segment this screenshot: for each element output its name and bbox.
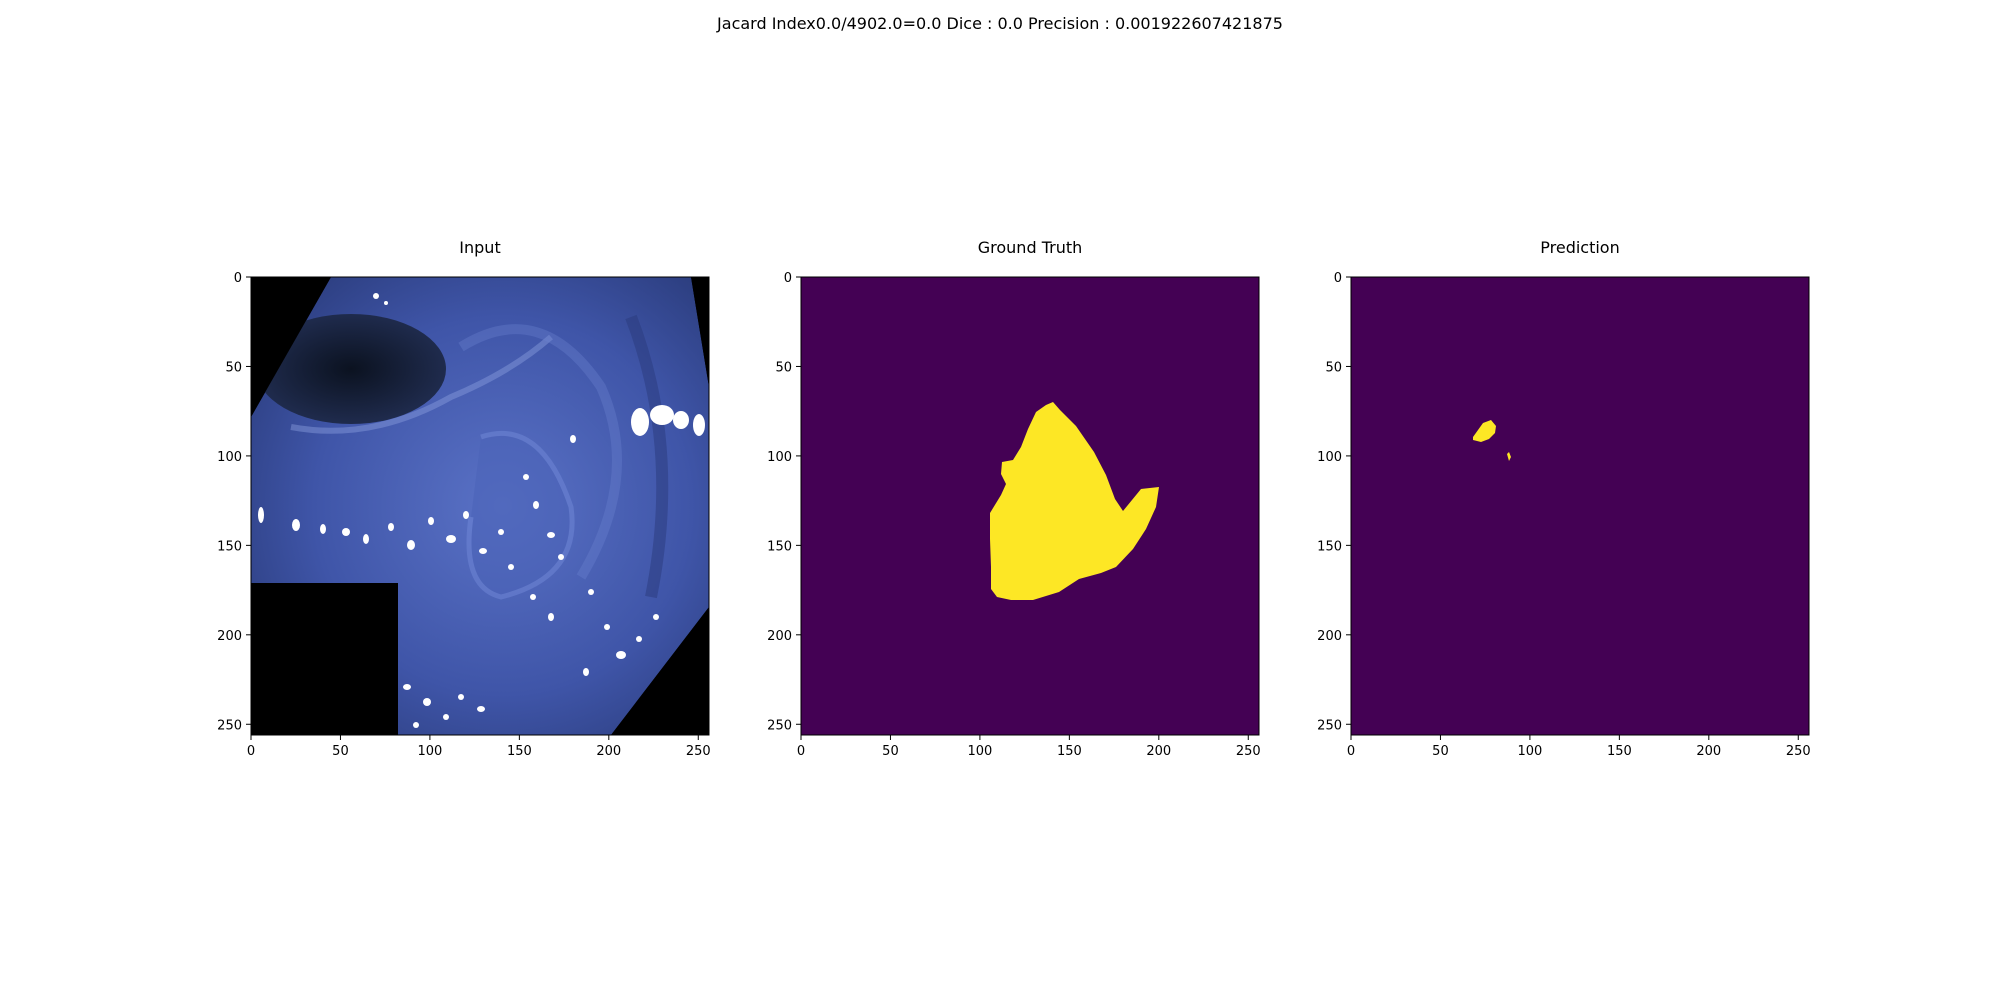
y-tick-label: 200: [217, 629, 242, 644]
y-tick-label: 50: [1325, 360, 1342, 375]
y-tick-label: 200: [1317, 629, 1342, 644]
x-tick-label: 200: [1146, 744, 1171, 759]
x-tick-label: 50: [332, 744, 349, 759]
y-tick-label: 0: [784, 271, 792, 286]
input-image-axes: 0 50 100 150 200 250 0 50 100 150 200 250: [217, 271, 711, 759]
x-tick-label: 150: [1607, 744, 1632, 759]
prediction-axes-frame: [1350, 276, 1810, 736]
x-tick-label: 250: [1236, 744, 1261, 759]
x-tick-label: 250: [1786, 744, 1811, 759]
x-tick-label: 100: [967, 744, 992, 759]
y-tick-label: 0: [1334, 271, 1342, 286]
x-tick-label: 50: [1432, 744, 1449, 759]
x-tick-label: 150: [1057, 744, 1082, 759]
prediction-panel-title: Prediction: [1540, 238, 1620, 257]
y-tick-label: 250: [217, 718, 242, 733]
x-tick-label: 150: [507, 744, 532, 759]
prediction-blob-main: [1473, 420, 1496, 442]
y-tick-label: 200: [767, 629, 792, 644]
y-tick-label: 150: [217, 539, 242, 554]
ground-truth-polyp-region: [990, 402, 1159, 600]
x-tick-label: 200: [1696, 744, 1721, 759]
y-tick-label: 250: [767, 718, 792, 733]
input-axes-frame: [250, 276, 710, 736]
x-tick-label: 0: [1347, 744, 1355, 759]
input-panel: Input: [217, 238, 711, 759]
prediction-axes: 0 50 100 150 200 250 0 50 100 150 200 250: [1317, 271, 1811, 759]
y-tick-label: 250: [1317, 718, 1342, 733]
x-tick-label: 0: [797, 744, 805, 759]
x-tick-label: 100: [1517, 744, 1542, 759]
ground-truth-panel-title: Ground Truth: [977, 238, 1083, 257]
prediction-blob-small: [1507, 452, 1511, 461]
y-tick-label: 150: [767, 539, 792, 554]
y-tick-label: 150: [1317, 539, 1342, 554]
y-tick-label: 100: [1317, 450, 1342, 465]
y-tick-label: 0: [234, 271, 242, 286]
y-tick-label: 100: [767, 450, 792, 465]
ground-truth-axes: 0 50 100 150 200 250 0 50 100 150 200 250: [767, 271, 1261, 759]
x-tick-label: 250: [686, 744, 711, 759]
y-tick-label: 50: [775, 360, 792, 375]
figure-suptitle: Jacard Index0.0/4902.0=0.0 Dice : 0.0 Pr…: [717, 14, 1283, 33]
specular-highlights: [258, 293, 705, 728]
prediction-panel: Prediction 0 50 100 150 200 250 0 50 100 150 200 2…: [1317, 238, 1811, 759]
x-tick-label: 200: [596, 744, 621, 759]
ground-truth-panel: Ground Truth 0 50 100 150 200 250 0 50 100 150 20…: [767, 238, 1261, 759]
masked-out-region: [251, 583, 398, 735]
ground-truth-axes-frame: [800, 276, 1260, 736]
y-tick-label: 50: [225, 360, 242, 375]
prediction-mask-background: [1351, 277, 1809, 735]
x-tick-label: 100: [417, 744, 442, 759]
x-tick-label: 0: [247, 744, 255, 759]
input-panel-title: Input: [459, 238, 501, 257]
input-endoscopy-image: [251, 277, 709, 735]
x-tick-label: 50: [882, 744, 899, 759]
y-tick-label: 100: [217, 450, 242, 465]
